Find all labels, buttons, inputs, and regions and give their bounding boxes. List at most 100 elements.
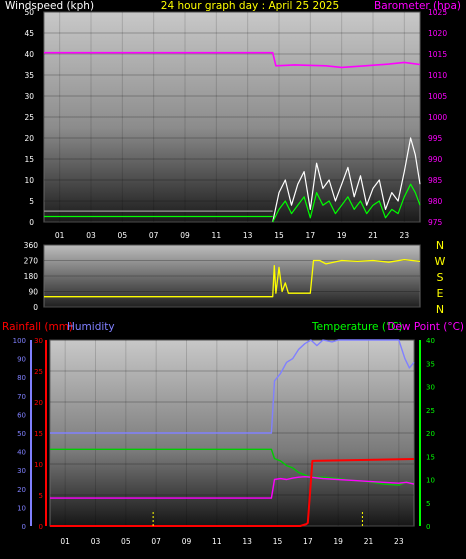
temperature-tick-label: 20 (426, 430, 435, 438)
hour-tick-label: 19 (333, 537, 343, 546)
rainfall-line (50, 458, 415, 527)
hour-tick-label: 01 (60, 537, 70, 546)
gust-line (272, 137, 421, 223)
direction-tick-label: 90 (28, 288, 38, 297)
humidity-tick-label: 80 (17, 374, 26, 382)
windspeed-tick-label: 10 (24, 176, 34, 185)
temperature-tick-label: 10 (426, 477, 435, 485)
hour-tick-label: 07 (149, 231, 159, 240)
hour-tick-label: 17 (303, 537, 313, 546)
hour-tick-label: 13 (242, 537, 252, 546)
temperature-ticks: 0 5 10 15 20 25 30 35 40 (426, 337, 435, 531)
hour-tick-label: 11 (212, 537, 222, 546)
windspeed-tick-label: 5 (29, 197, 34, 206)
rain-tick-label: 0 (39, 523, 43, 531)
temp-series (50, 339, 415, 527)
windspeed-line (272, 183, 421, 223)
compass-label: S (437, 271, 444, 284)
direction-tick-label: 360 (24, 241, 39, 250)
windspeed-tick-label: 0 (29, 218, 34, 227)
windspeed-tick-label: 45 (24, 29, 34, 38)
hour-tick-label: 09 (182, 537, 192, 546)
rainfall-axis-label: Rainfall (mm) (2, 321, 73, 333)
direction-grid (44, 244, 420, 308)
hour-tick-label: 05 (118, 231, 128, 240)
barometer-tick-label: 990 (428, 155, 443, 164)
windspeed-axis-label: Windspeed (kph) (5, 0, 94, 12)
humidity-tick-label: 70 (17, 393, 26, 401)
hour-tick-label: 03 (86, 231, 96, 240)
hour-tick-label: 11 (212, 231, 222, 240)
windspeed-ticks: 0 5 10 15 20 25 30 35 40 45 50 (24, 8, 34, 227)
wind-series (44, 51, 421, 223)
humidity-tick-label: 20 (17, 486, 26, 494)
hour-tick-label: 05 (121, 537, 131, 546)
humidity-tick-label: 40 (17, 449, 26, 457)
direction-tick-label: 180 (24, 272, 39, 281)
humidity-tick-label: 60 (17, 411, 26, 419)
hour-tick-label: 03 (91, 537, 101, 546)
humidity-axis-label: Humidity (67, 321, 115, 333)
hour-tick-label: 19 (337, 231, 347, 240)
temperature-axis-label: Temperature (°C) (311, 321, 403, 333)
humidity-tick-label: 10 (17, 504, 26, 512)
humidity-tick-label: 0 (22, 523, 26, 531)
windspeed-tick-label: 20 (24, 134, 34, 143)
humidity-ticks: 0 10 20 30 40 50 60 70 80 90 100 (13, 337, 26, 531)
barometer-tick-label: 1000 (428, 113, 447, 122)
humidity-tick-label: 50 (17, 430, 26, 438)
wind-x-ticks: 01 03 05 07 09 11 13 15 17 19 21 23 (55, 231, 409, 240)
barometer-tick-label: 1020 (428, 29, 447, 38)
hour-tick-label: 23 (400, 231, 410, 240)
windspeed-tick-label: 35 (24, 71, 34, 80)
temperature-tick-label: 30 (426, 384, 435, 392)
dewpoint-axis-label: Dew Point (°C) (387, 321, 464, 333)
direction-tick-label: 0 (33, 303, 38, 312)
barometer-ticks: 975 980 985 990 995 1000 1005 1010 1015 1020 1025 (428, 8, 447, 227)
direction-series (44, 258, 421, 298)
rain-tick-label: 20 (34, 399, 43, 407)
rain-tick-label: 5 (39, 492, 43, 500)
humidity-line (50, 339, 415, 434)
barometer-line (44, 51, 421, 69)
humidity-tick-label: 100 (13, 337, 26, 345)
windspeed-tick-label: 40 (24, 50, 34, 59)
rain-tick-label: 25 (34, 368, 43, 376)
rain-tick-label: 10 (34, 461, 43, 469)
compass-label: N (436, 303, 444, 316)
hour-tick-label: 15 (273, 537, 283, 546)
hour-tick-label: 21 (364, 537, 374, 546)
compass-label: W (435, 255, 446, 268)
hour-tick-label: 01 (55, 231, 65, 240)
hour-tick-label: 15 (274, 231, 284, 240)
compass-label: N (436, 239, 444, 252)
wind-grid (44, 11, 420, 223)
humidity-tick-label: 90 (17, 356, 26, 364)
compass-label: E (437, 287, 444, 300)
hour-tick-label: 07 (151, 537, 161, 546)
wind-barometer-panel: Windspeed (kph) 24 hour graph day : Apri… (5, 0, 461, 240)
temperature-tick-label: 5 (426, 500, 430, 508)
direction-tick-label: 270 (24, 257, 39, 266)
temperature-tick-label: 40 (426, 337, 435, 345)
hour-tick-label: 21 (368, 231, 378, 240)
direction-line (44, 258, 421, 298)
temperature-tick-label: 25 (426, 407, 435, 415)
barometer-tick-label: 1015 (428, 50, 447, 59)
rain-tick-label: 15 (34, 430, 43, 438)
barometer-tick-label: 1025 (428, 8, 447, 17)
temperature-tick-label: 0 (426, 523, 430, 531)
windspeed-tick-label: 25 (24, 113, 34, 122)
hour-tick-label: 17 (306, 231, 316, 240)
hour-tick-label: 13 (243, 231, 253, 240)
barometer-tick-label: 1010 (428, 71, 447, 80)
humidity-tick-label: 30 (17, 467, 26, 475)
graph-title: 24 hour graph day : April 25 2025 (161, 0, 339, 12)
temperature-tick-label: 15 (426, 453, 435, 461)
hour-tick-label: 23 (394, 537, 404, 546)
hour-tick-label: 09 (180, 231, 190, 240)
temp-x-ticks: 01 03 05 07 09 11 13 15 17 19 21 23 (60, 537, 403, 546)
windspeed-tick-label: 30 (24, 92, 34, 101)
barometer-tick-label: 985 (428, 176, 443, 185)
